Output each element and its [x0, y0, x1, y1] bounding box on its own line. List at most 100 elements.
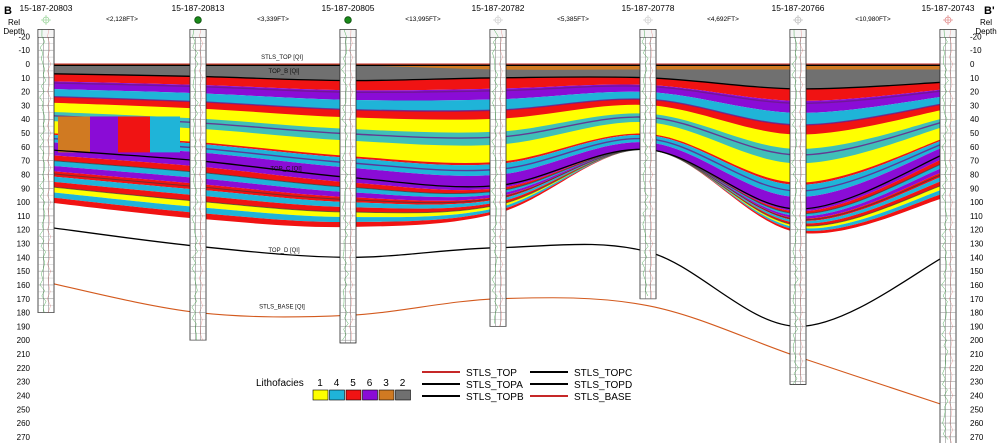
depth-tick-right: 60: [970, 143, 979, 152]
facies-block: [118, 116, 150, 153]
depth-tick-right: 40: [970, 115, 979, 124]
section-start-label: B: [4, 5, 12, 17]
horizon-label-stls_base: STLS_BASE [QI]: [259, 304, 305, 310]
facies-band-lower: [46, 149, 948, 229]
legend-label: STLS_TOPC: [574, 368, 632, 379]
facies-band-lower: [46, 149, 948, 219]
legend-label: STLS_TOPB: [466, 392, 524, 403]
depth-tick-left: 210: [17, 350, 31, 359]
depth-tick-right: 170: [970, 295, 984, 304]
depth-tick-right: 230: [970, 378, 984, 387]
well-column: [189, 29, 207, 341]
well-spacing-label: <3,339FT>: [257, 16, 289, 23]
depth-tick-left: 120: [17, 226, 31, 235]
lithofacies-code: 6: [367, 378, 373, 389]
depth-tick-left: 80: [21, 170, 30, 179]
depth-tick-right: 120: [970, 226, 984, 235]
depth-tick-left: 160: [17, 281, 31, 290]
depth-tick-left: 220: [17, 364, 31, 373]
well-spacing-label: <2,128FT>: [106, 16, 138, 23]
depth-tick-left: 170: [17, 295, 31, 304]
depth-tick-right: 210: [970, 350, 984, 359]
depth-tick-left: 150: [17, 267, 31, 276]
legend-label: STLS_TOPD: [574, 380, 632, 391]
section-end-label: B': [984, 5, 995, 17]
well-spacing-label: <10,980FT>: [855, 16, 891, 23]
well-id-label: 15-187-20803: [20, 3, 73, 13]
well-column: [489, 29, 507, 327]
well-id-label: 15-187-20805: [322, 3, 375, 13]
depth-tick-left: 200: [17, 336, 31, 345]
facies-block: [58, 116, 90, 153]
depth-tick-left: 0: [26, 60, 31, 69]
well-columns: [37, 29, 957, 443]
well-headers: 15-187-20803 15-187-20813 15-187-20805 15-1…: [20, 3, 975, 25]
depth-tick-right: 0: [970, 60, 975, 69]
well-spacing-label: <5,385FT>: [557, 16, 589, 23]
depth-tick-left: -20: [18, 32, 30, 41]
legend-label: STLS_TOP: [466, 368, 517, 379]
depth-axis-title-left: Rel: [8, 18, 20, 27]
lithofacies-code: 2: [400, 378, 406, 389]
depth-tick-left: 130: [17, 240, 31, 249]
depth-tick-right: 110: [970, 212, 983, 221]
facies-block: [90, 116, 118, 153]
depth-tick-left: 110: [17, 212, 30, 221]
depth-axis-title-right: Rel: [980, 18, 992, 27]
depth-tick-right: -20: [970, 32, 982, 41]
legend-label: STLS_TOPA: [466, 380, 523, 391]
horizon-labels: STLS_TOP [QI] TOP_B [QI] TOP_C [QI] TOP_D […: [259, 55, 305, 310]
depth-tick-left: 70: [21, 157, 30, 166]
lithofacies-code: 4: [334, 378, 340, 389]
depth-tick-left: 20: [21, 88, 30, 97]
horizon-label-stls_top: STLS_TOP [QI]: [261, 55, 303, 61]
well-column: [789, 29, 807, 385]
well-symbol-icon: [943, 15, 953, 25]
depth-tick-right: 150: [970, 267, 984, 276]
well-id-label: 15-187-20782: [472, 3, 525, 13]
lithofacies-swatch: [329, 389, 345, 401]
depth-tick-right: 220: [970, 364, 984, 373]
lithofacies-code: 1: [317, 378, 323, 389]
lithofacies-swatch: [312, 389, 329, 401]
depth-tick-right: 130: [970, 240, 984, 249]
lithofacies-code: 3: [383, 378, 389, 389]
depth-tick-right: 200: [970, 336, 984, 345]
well-column: [639, 29, 657, 300]
depth-tick-left: 230: [17, 378, 31, 387]
depth-tick-right: 160: [970, 281, 984, 290]
facies-band-lower: [46, 149, 948, 226]
legend-label: STLS_BASE: [574, 392, 632, 403]
depth-tick-left: 50: [21, 129, 30, 138]
depth-axis-title-right-2: Depth: [975, 27, 996, 36]
well-symbol-icon: [493, 15, 503, 25]
well-spacing-label: <13,995FT>: [405, 16, 441, 23]
horizon-label-stls_topb: TOP_B [QI]: [269, 69, 300, 75]
well-column: [339, 29, 357, 344]
depth-tick-left: 40: [21, 115, 30, 124]
lithofacies-swatch: [378, 389, 395, 401]
well-id-label: 15-187-20766: [772, 3, 825, 13]
facies-band-lower: [46, 149, 948, 234]
depth-tick-left: 180: [17, 309, 31, 318]
facies-block: [150, 116, 180, 153]
well-id-label: 15-187-20743: [922, 3, 975, 13]
depth-tick-right: 270: [970, 433, 984, 442]
depth-tick-right: 250: [970, 405, 984, 414]
depth-tick-left: 270: [17, 433, 31, 442]
depth-tick-left: 250: [17, 405, 31, 414]
depth-tick-right: 70: [970, 157, 979, 166]
depth-tick-left: -10: [18, 46, 30, 55]
depth-tick-right: 100: [970, 198, 984, 207]
well-column: [37, 29, 55, 313]
depth-axis-title-left-2: Depth: [3, 27, 24, 36]
horizon-label-stls_topc: TOP_C [QI]: [270, 166, 302, 172]
depth-tick-left: 90: [21, 184, 30, 193]
depth-tick-left: 140: [17, 253, 31, 262]
depth-tick-right: 50: [970, 129, 979, 138]
well-symbol-icon: [344, 16, 352, 24]
depth-tick-left: 100: [17, 198, 31, 207]
well-symbol-icon: [793, 15, 803, 25]
